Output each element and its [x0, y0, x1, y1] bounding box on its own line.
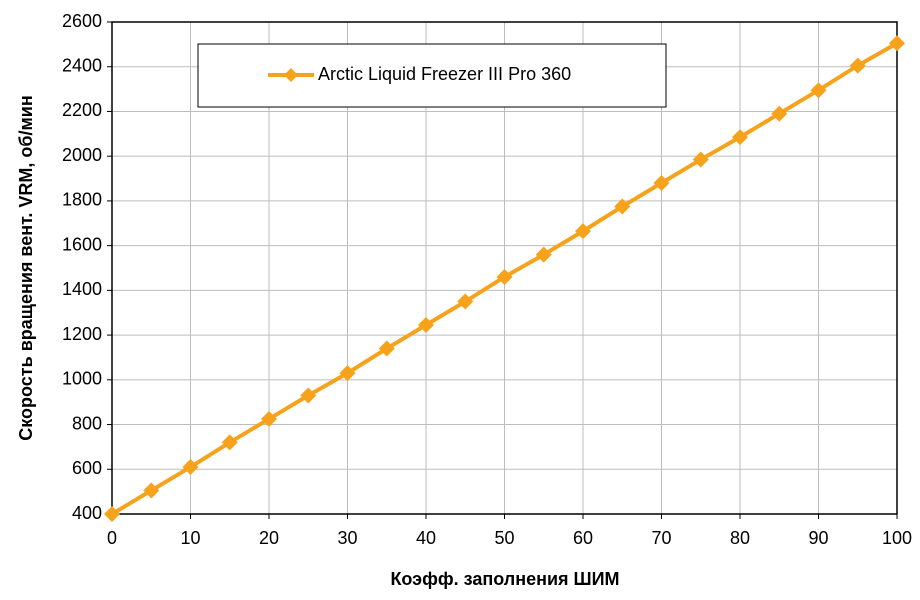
- data-point: [221, 434, 238, 451]
- x-tick-label: 100: [882, 528, 912, 548]
- y-tick-label: 1600: [62, 234, 102, 254]
- data-point: [771, 105, 788, 122]
- data-point: [261, 410, 277, 427]
- data-point: [575, 223, 591, 240]
- legend-label: Arctic Liquid Freezer III Pro 360: [318, 64, 571, 84]
- x-tick-label: 40: [416, 528, 436, 548]
- x-tick-label: 80: [730, 528, 750, 548]
- data-point: [418, 317, 434, 334]
- y-tick-label: 400: [72, 503, 102, 523]
- x-tick-label: 10: [180, 528, 200, 548]
- data-point: [182, 459, 199, 476]
- x-tick-label: 50: [494, 528, 514, 548]
- data-point: [614, 198, 631, 215]
- x-tick-label: 90: [808, 528, 828, 548]
- y-tick-label: 2200: [62, 100, 102, 120]
- data-point: [849, 57, 866, 74]
- x-tick-label: 0: [107, 528, 117, 548]
- x-tick-label: 70: [651, 528, 671, 548]
- data-point: [653, 175, 670, 192]
- y-tick-label: 1400: [62, 279, 102, 299]
- y-tick-label: 1800: [62, 190, 102, 210]
- y-tick-label: 2400: [62, 55, 102, 75]
- x-axis-title: Коэфф. заполнения ШИМ: [390, 569, 619, 589]
- data-point: [810, 82, 827, 99]
- plot-border: [111, 21, 898, 515]
- data-point: [104, 506, 120, 522]
- data-point: [339, 365, 356, 382]
- y-tick-label: 800: [72, 413, 102, 433]
- y-tick-label: 2600: [62, 11, 102, 31]
- data-point: [535, 246, 552, 263]
- y-tick-label: 1000: [62, 369, 102, 389]
- y-tick-label: 2000: [62, 145, 102, 165]
- data-point: [692, 151, 709, 168]
- data-point: [378, 340, 395, 357]
- x-tick-label: 60: [573, 528, 593, 548]
- y-axis-title: Скорость вращения вент. VRM, об/мин: [16, 95, 36, 440]
- data-point: [732, 129, 748, 146]
- legend-marker: [284, 68, 298, 82]
- y-tick-label: 600: [72, 458, 102, 478]
- data-point: [457, 293, 474, 310]
- data-point: [496, 268, 513, 285]
- data-point: [300, 387, 317, 404]
- data-point: [143, 482, 160, 499]
- x-tick-label: 20: [259, 528, 279, 548]
- y-tick-label: 1200: [62, 324, 102, 344]
- data-point: [889, 35, 905, 52]
- x-tick-label: 30: [337, 528, 357, 548]
